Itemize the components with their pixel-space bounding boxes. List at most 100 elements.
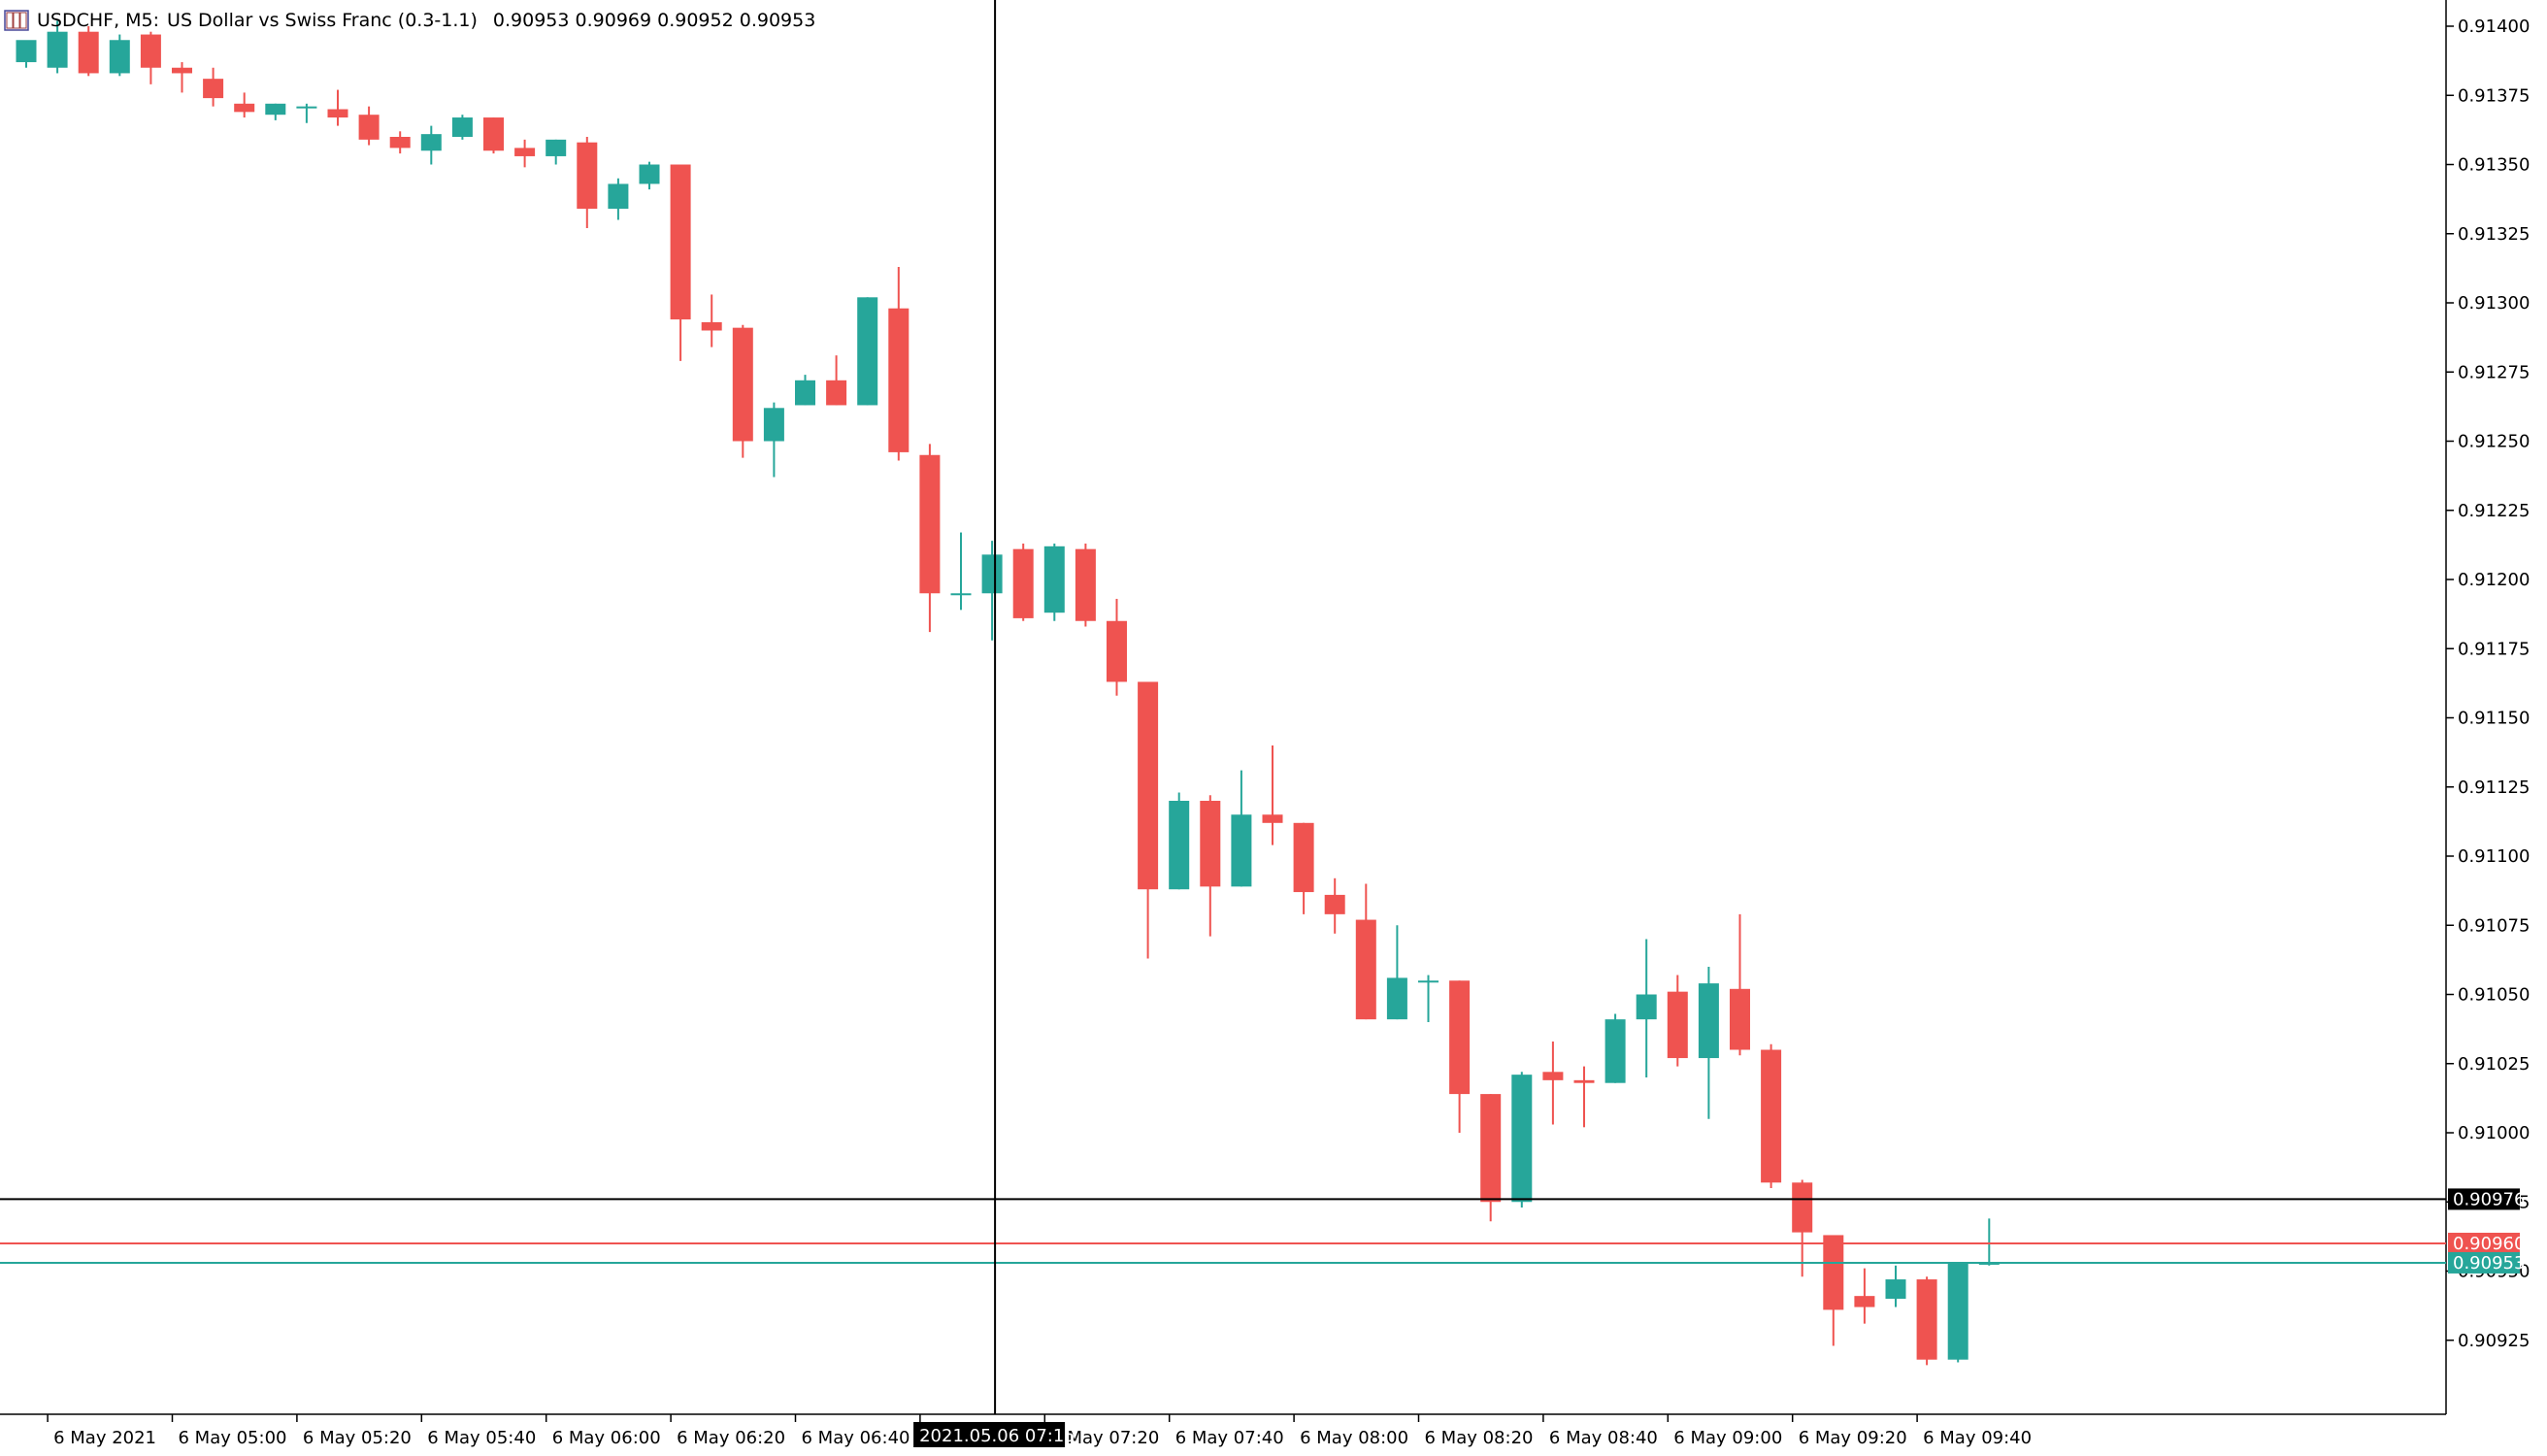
symbol-description: US Dollar vs Swiss Franc (0.3-1.1) (167, 10, 478, 31)
candle-body-bull (265, 103, 286, 116)
candle[interactable] (1075, 543, 1096, 627)
candle[interactable] (826, 355, 847, 406)
candle[interactable] (1542, 1041, 1564, 1125)
candle[interactable] (546, 139, 567, 165)
candle[interactable] (763, 402, 784, 478)
candle-body-bear (1107, 620, 1127, 682)
candle[interactable] (1667, 975, 1688, 1067)
candle[interactable] (172, 62, 192, 93)
candle[interactable] (608, 178, 629, 220)
candle[interactable] (514, 139, 536, 168)
candle-body-bull (1698, 983, 1719, 1059)
candle[interactable] (795, 375, 815, 406)
candle-body-bear (140, 34, 161, 68)
candle[interactable] (1418, 975, 1439, 1022)
candle[interactable] (1262, 745, 1283, 845)
candle[interactable] (1761, 1043, 1782, 1188)
candle-body-bull (420, 134, 442, 151)
candle[interactable] (1138, 681, 1159, 959)
candle[interactable] (1012, 543, 1034, 621)
candle[interactable] (265, 103, 286, 120)
price-axis[interactable]: 0.91400 0.91375 0.91350 0.91325 0.91300 0.912… (2446, 17, 2530, 1351)
candle-body-bear (1293, 822, 1314, 893)
candle-body-bull (1511, 1075, 1533, 1203)
candle[interactable] (1107, 598, 1127, 696)
candle[interactable] (1604, 1013, 1626, 1083)
candle[interactable] (1823, 1235, 1844, 1346)
candle-body-bear (1854, 1296, 1875, 1307)
candle[interactable] (701, 294, 722, 347)
candle[interactable] (1200, 795, 1221, 937)
candle[interactable] (1573, 1066, 1595, 1128)
candle[interactable] (1698, 967, 1719, 1119)
chart-window-icon[interactable] (4, 10, 29, 31)
candle[interactable] (732, 324, 753, 458)
candle[interactable] (1169, 792, 1190, 890)
candle[interactable] (78, 26, 99, 77)
candle[interactable] (1885, 1265, 1906, 1307)
candle[interactable] (203, 67, 224, 107)
candle[interactable] (483, 117, 504, 154)
candle-body-bear (1916, 1279, 1937, 1360)
candle[interactable] (857, 297, 878, 406)
candle[interactable] (296, 103, 317, 123)
ask-price-tag-bg (2448, 1233, 2520, 1254)
time-tick-label: 6 May 06:40 (802, 1428, 910, 1448)
candle-body-bear (577, 142, 598, 210)
candle[interactable] (389, 131, 411, 154)
candle[interactable] (888, 266, 910, 461)
candle-body-bull (1169, 801, 1190, 890)
candle[interactable] (109, 34, 130, 77)
candle[interactable] (1636, 939, 1657, 1078)
candle-body-bear (701, 321, 722, 331)
candle-body-bear (1449, 980, 1471, 1095)
candle[interactable] (1386, 925, 1407, 1020)
candle-body-bull (1636, 994, 1657, 1020)
price-tick-label: 0.91300 (2458, 293, 2530, 314)
candle-body-bull (763, 408, 784, 442)
candle-body-bear (1542, 1072, 1564, 1080)
time-axis[interactable]: 6 May 2021 6 May 05:00 6 May 05:20 6 May 05… (47, 1414, 2032, 1448)
candle-body-bull (1043, 546, 1065, 613)
candle[interactable] (1730, 913, 1750, 1056)
candle[interactable] (670, 164, 691, 361)
candle-body-bear (483, 117, 504, 151)
candle[interactable] (950, 532, 972, 611)
time-tick-label: 6 May 06:20 (677, 1428, 785, 1448)
candle-body-bull (546, 139, 567, 156)
price-tick-label: 0.91225 (2458, 501, 2530, 521)
candle[interactable] (1324, 877, 1345, 934)
candle[interactable] (1792, 1179, 1813, 1277)
window-grid-icon (4, 10, 29, 31)
candle[interactable] (1854, 1268, 1875, 1324)
candle[interactable] (981, 541, 1003, 641)
candle-body-bear (358, 115, 380, 140)
candles-layer (16, 20, 2000, 1366)
candle[interactable] (1511, 1072, 1533, 1208)
candle[interactable] (1947, 1262, 1968, 1363)
candle-body-bear (1200, 801, 1221, 887)
candle[interactable] (327, 89, 348, 126)
candle[interactable] (420, 125, 442, 165)
candle[interactable] (234, 92, 255, 118)
candle[interactable] (140, 31, 161, 84)
price-tick-label: 0.91150 (2458, 709, 2530, 729)
candle[interactable] (1355, 883, 1376, 1020)
candle[interactable] (1449, 980, 1471, 1133)
candle[interactable] (1293, 822, 1314, 914)
candle[interactable] (47, 20, 68, 74)
candle[interactable] (451, 115, 473, 140)
candle[interactable] (577, 137, 598, 229)
candle[interactable] (919, 444, 941, 633)
candle[interactable] (1231, 770, 1252, 887)
candle[interactable] (1043, 543, 1065, 621)
candle[interactable] (639, 161, 660, 190)
ask-price-tag: 0.90960 (2448, 1233, 2525, 1254)
candle[interactable] (1916, 1276, 1937, 1366)
candle-body-bear (1012, 548, 1034, 618)
crosshair-price-tag-bg (2448, 1188, 2520, 1210)
candle[interactable] (358, 106, 380, 146)
candle[interactable] (16, 40, 37, 68)
